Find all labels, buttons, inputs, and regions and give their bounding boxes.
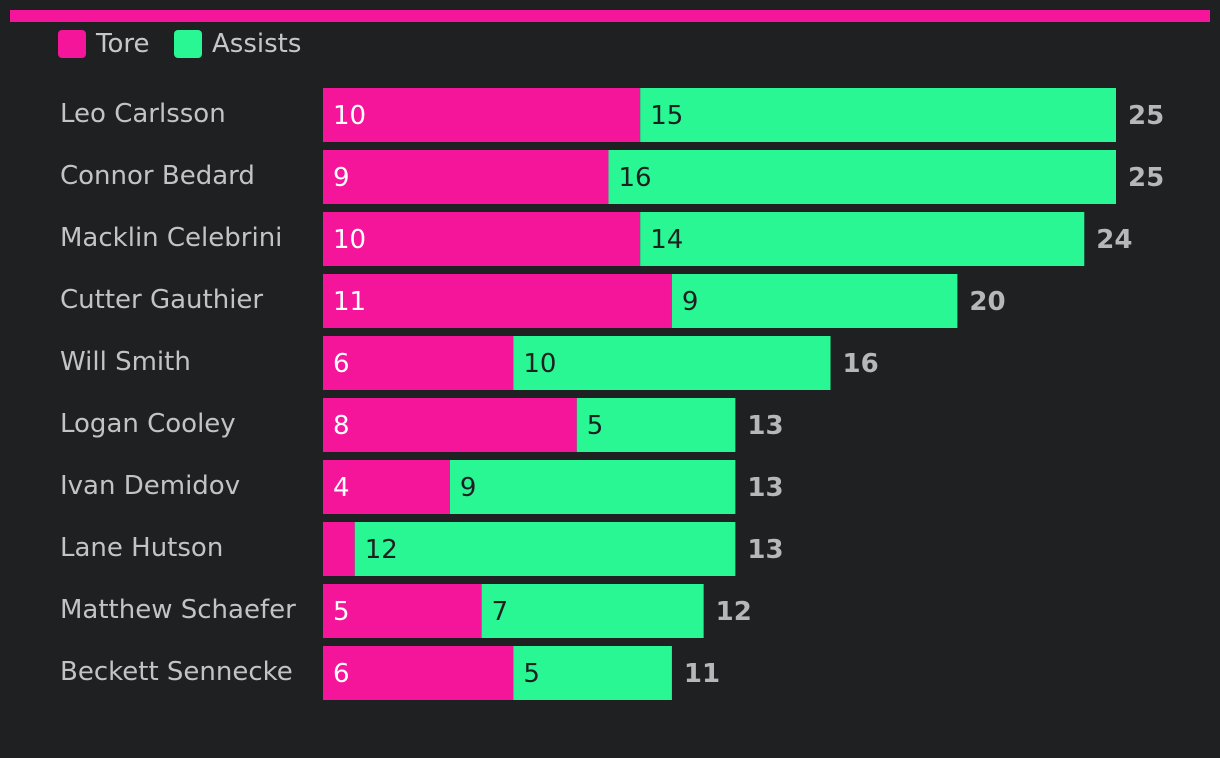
bar-row: Lane Hutson 12 13 [60,522,784,576]
assists-value-label: 9 [460,473,477,503]
tore-value-label: 4 [333,473,350,503]
bar-segment-tore[interactable] [323,646,514,700]
legend-swatch-tore[interactable] [58,30,86,58]
player-name-label: Matthew Schaefer [60,595,296,625]
bar-segment-assists[interactable] [481,584,704,638]
total-value-label: 11 [684,659,720,689]
bar-segment-tore[interactable] [323,460,450,514]
total-value-label: 13 [747,411,783,441]
assists-value-label: 12 [365,535,398,565]
top-accent-bar [10,10,1210,22]
bar-segment-tore[interactable] [323,150,609,204]
legend-swatch-assists[interactable] [174,30,202,58]
chart-rows: Leo Carlsson 10 15 25 Connor Bedard 9 16 25 Mack… [60,88,1164,700]
player-name-label: Leo Carlsson [60,99,226,129]
bar-segment-assists[interactable] [671,274,958,328]
assists-value-label: 10 [523,349,556,379]
bar-row: Leo Carlsson 10 15 25 [60,88,1164,142]
bar-segment-tore[interactable] [323,336,514,390]
tore-value-label: 11 [333,287,366,317]
player-name-label: Logan Cooley [60,409,236,439]
bar-row: Connor Bedard 9 16 25 [60,150,1164,204]
assists-value-label: 9 [682,287,699,317]
bar-segment-assists[interactable] [608,150,1116,204]
bar-segment-tore[interactable] [323,88,641,142]
player-name-label: Cutter Gauthier [60,285,263,315]
assists-value-label: 5 [587,411,604,441]
total-value-label: 24 [1096,225,1132,255]
bar-segment-tore[interactable] [323,398,577,452]
assists-value-label: 5 [523,659,540,689]
bar-row: Logan Cooley 8 5 13 [60,398,784,452]
player-name-label: Will Smith [60,347,191,377]
legend: Tore Assists [58,29,301,59]
bar-row: Beckett Sennecke 6 5 11 [60,646,720,700]
legend-label-assists[interactable]: Assists [212,29,301,59]
bar-segment-tore[interactable] [323,584,482,638]
tore-value-label: 6 [333,659,350,689]
total-value-label: 25 [1128,101,1164,131]
bar-segment-tore[interactable] [323,212,641,266]
tore-value-label: 9 [333,163,350,193]
tore-value-label: 8 [333,411,350,441]
bar-row: Ivan Demidov 4 9 13 [60,460,784,514]
total-value-label: 13 [747,535,783,565]
bar-segment-assists[interactable] [354,522,736,576]
assists-value-label: 14 [650,225,683,255]
bar-segment-assists[interactable] [640,212,1085,266]
bar-row: Will Smith 6 10 16 [60,336,879,390]
player-name-label: Beckett Sennecke [60,657,293,687]
bar-segment-tore[interactable] [323,274,672,328]
player-name-label: Macklin Celebrini [60,223,282,253]
total-value-label: 12 [716,597,752,627]
player-name-label: Lane Hutson [60,533,223,563]
bar-row: Cutter Gauthier 11 9 20 [60,274,1006,328]
bar-segment-assists[interactable] [513,646,672,700]
bar-segment-assists[interactable] [640,88,1116,142]
assists-value-label: 7 [492,597,509,627]
bar-segment-assists[interactable] [449,460,736,514]
legend-label-tore[interactable]: Tore [95,29,150,59]
bar-row: Macklin Celebrini 10 14 24 [60,212,1132,266]
bar-row: Matthew Schaefer 5 7 12 [60,584,752,638]
player-name-label: Connor Bedard [60,161,255,191]
bar-segment-tore[interactable] [323,522,355,576]
assists-value-label: 16 [618,163,651,193]
total-value-label: 20 [969,287,1005,317]
player-name-label: Ivan Demidov [60,471,240,501]
total-value-label: 25 [1128,163,1164,193]
tore-value-label: 5 [333,597,350,627]
assists-value-label: 15 [650,101,683,131]
tore-value-label: 10 [333,225,366,255]
bar-segment-assists[interactable] [513,336,831,390]
bar-segment-assists[interactable] [576,398,736,452]
total-value-label: 13 [747,473,783,503]
total-value-label: 16 [843,349,879,379]
tore-value-label: 10 [333,101,366,131]
tore-value-label: 6 [333,349,350,379]
